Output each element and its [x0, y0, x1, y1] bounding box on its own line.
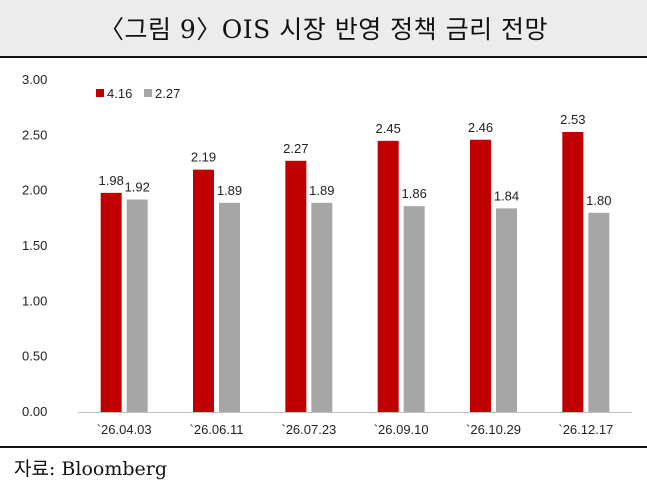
- data-label: 2.45: [376, 121, 401, 136]
- y-tick-label: 0.50: [22, 349, 47, 364]
- data-label: 2.46: [468, 120, 493, 135]
- data-label: 2.19: [191, 150, 216, 165]
- data-label: 1.84: [494, 188, 519, 203]
- data-label: 1.92: [125, 180, 150, 195]
- x-category-label: `26.07.23: [281, 422, 336, 437]
- title-divider: [0, 56, 647, 58]
- data-label: 1.89: [309, 183, 334, 198]
- bar-series-1: [562, 132, 584, 412]
- x-category-label: `26.04.03: [97, 422, 152, 437]
- data-label: 1.98: [99, 173, 124, 188]
- bar-series-2: [311, 202, 333, 412]
- chart-title: 〈그림 9〉OIS 시장 반영 정책 금리 전망: [98, 15, 549, 44]
- data-label: 1.89: [217, 183, 242, 198]
- y-tick-label: 1.50: [22, 238, 47, 253]
- y-tick-label: 2.50: [22, 127, 47, 142]
- bar-series-2: [219, 202, 240, 412]
- bar-series-1: [470, 139, 491, 412]
- x-category-label: `26.06.11: [190, 422, 244, 437]
- x-category-label: `26.10.29: [466, 422, 521, 437]
- x-category-label: `26.09.10: [374, 422, 429, 437]
- bar-series-2: [588, 212, 610, 412]
- legend-label: 2.27: [155, 86, 180, 101]
- bar-series-2: [496, 208, 517, 412]
- bar-chart: 0.00 0.50 1.00 1.50 2.00 2.50 3.00 1.98 1.92 `26.…: [22, 72, 632, 437]
- y-tick-label: 2.00: [22, 183, 47, 198]
- data-label: 2.53: [560, 112, 585, 127]
- bar-series-2: [126, 199, 148, 412]
- data-label: 1.80: [586, 193, 611, 208]
- legend-swatch-1: [96, 89, 104, 97]
- bar-series-1: [377, 140, 399, 412]
- y-tick-label: 1.00: [22, 293, 47, 308]
- y-tick-label: 3.00: [22, 72, 47, 87]
- data-label: 1.86: [402, 186, 427, 201]
- bar-series-1: [285, 160, 307, 412]
- y-tick-label: 0.00: [22, 404, 47, 419]
- bar-series-1: [193, 169, 214, 412]
- source-divider: [0, 446, 647, 448]
- bar-series-2: [403, 206, 425, 412]
- legend-swatch-2: [144, 89, 152, 97]
- source-note: 자료: Bloomberg: [14, 458, 167, 480]
- bar-series-1: [100, 192, 122, 412]
- chart-area: 0.00 0.50 1.00 1.50 2.00 2.50 3.00 1.98 1.92 `26.…: [0, 58, 647, 446]
- title-bar: 〈그림 9〉OIS 시장 반영 정책 금리 전망: [0, 0, 647, 56]
- x-category-label: `26.12.17: [558, 422, 613, 437]
- legend-label: 4.16: [107, 86, 132, 101]
- data-label: 2.27: [283, 141, 308, 156]
